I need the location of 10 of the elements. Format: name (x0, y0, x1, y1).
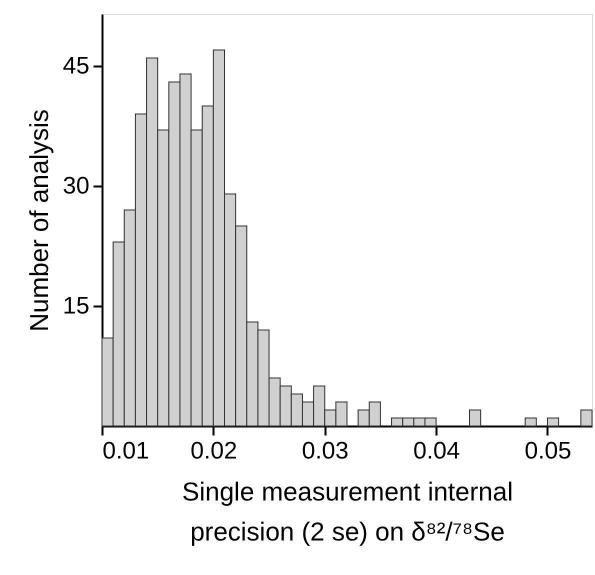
y-tick-label: 45 (62, 52, 90, 80)
y-axis-title: Number of analysis (24, 109, 54, 332)
x-tick-label: 0.05 (524, 438, 572, 464)
x-tick-label: 0.04 (413, 438, 460, 464)
x-tick-label: 0.01 (102, 438, 150, 464)
y-tick-label: 15 (62, 292, 90, 320)
y-tick-label: 30 (62, 172, 90, 200)
x-tick-label: 0.02 (190, 438, 238, 464)
x-axis-title: Single measurement internal precision (2 se) on δ⁸²/⁷⁸Se (182, 476, 513, 546)
x-tick-label: 0.03 (302, 438, 349, 464)
